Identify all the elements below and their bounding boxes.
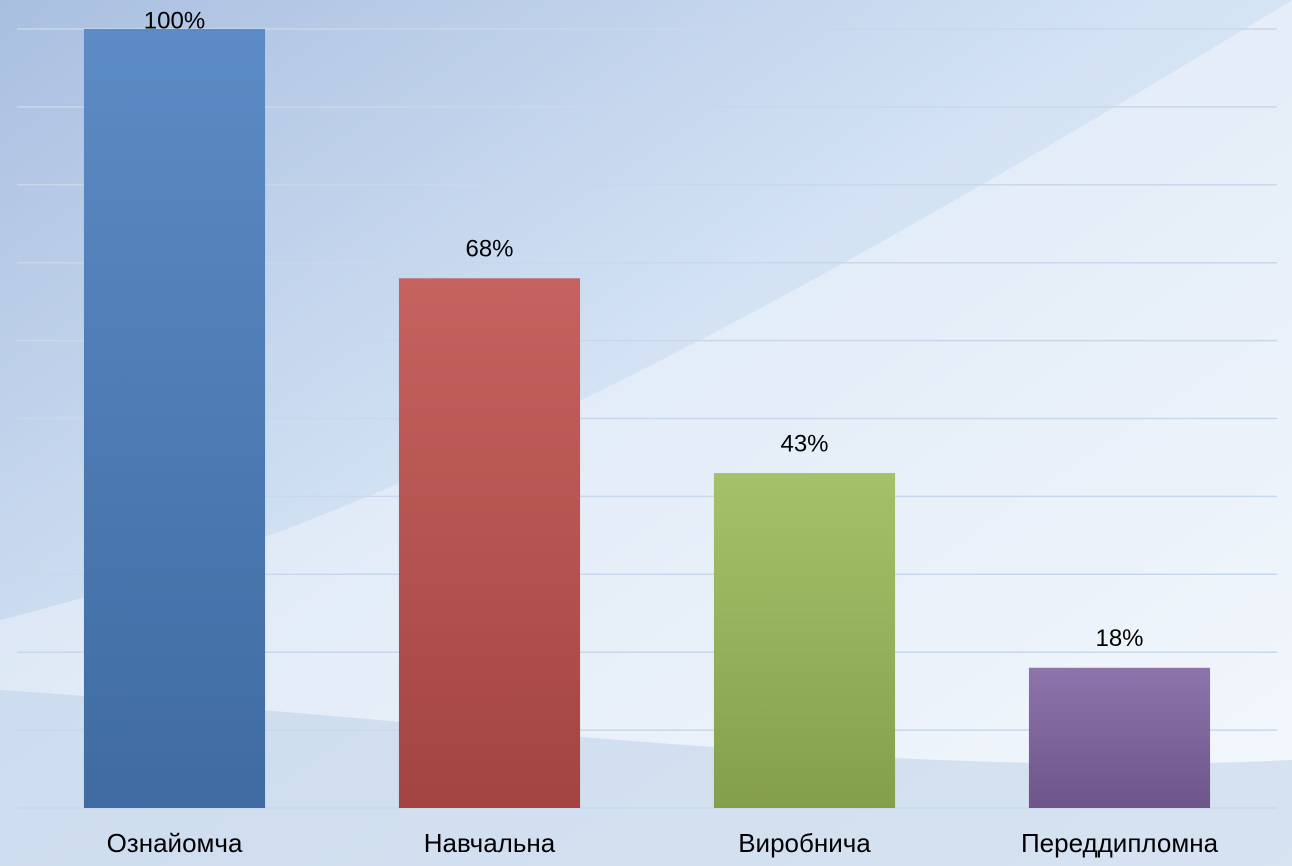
background-wave [0, 690, 1292, 866]
x-tick-label: Навчальна [424, 828, 556, 858]
data-label: 43% [780, 430, 828, 457]
data-label: 68% [465, 236, 513, 263]
bar [713, 473, 896, 808]
bar [1028, 667, 1211, 808]
x-tick-label: Переддипломна [1021, 828, 1219, 858]
data-label: 18% [1095, 625, 1143, 652]
bar [83, 29, 266, 808]
x-tick-label: Виробнича [738, 828, 871, 858]
x-tick-label: Ознайомча [107, 828, 243, 858]
data-label: 100% [144, 7, 205, 34]
bar [398, 278, 581, 808]
